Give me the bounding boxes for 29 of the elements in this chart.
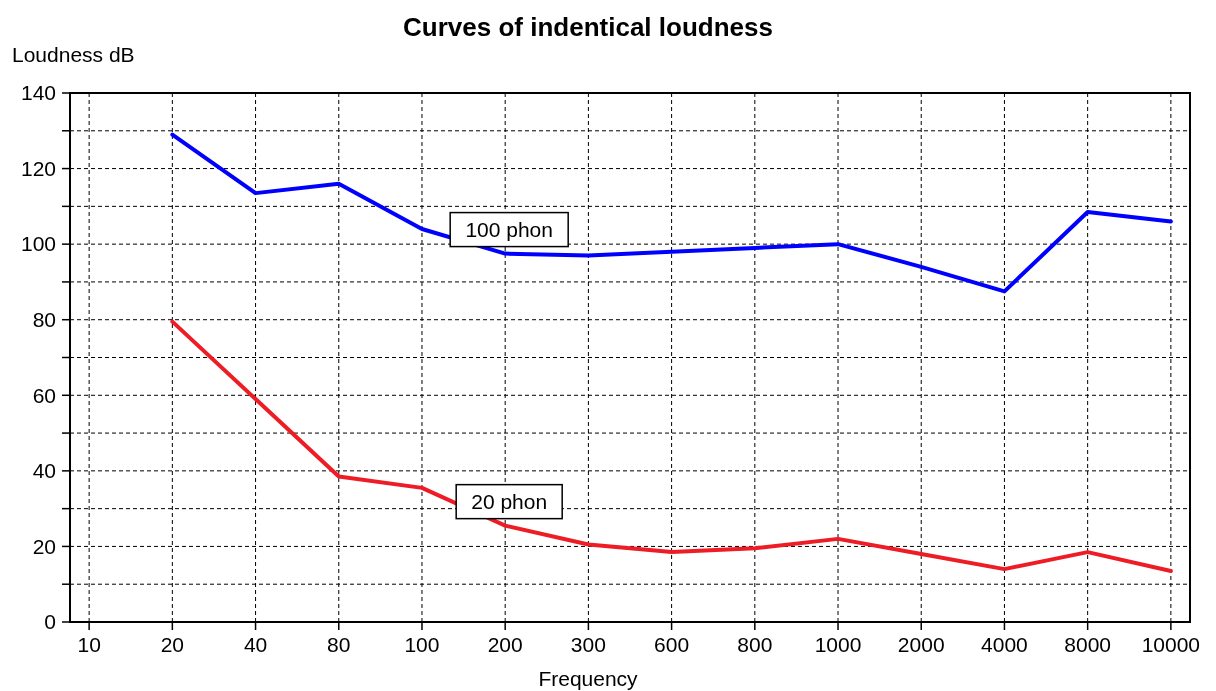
x-tick-label: 600 xyxy=(654,633,690,656)
x-tick-label: 10 xyxy=(77,633,101,656)
x-tick-label: 8000 xyxy=(1064,633,1112,656)
y-tick-label: 20 xyxy=(32,534,56,558)
y-axis-title: Loudness dB xyxy=(12,43,135,66)
x-tick-label: 10000 xyxy=(1141,633,1201,656)
x-tick-label: 200 xyxy=(487,633,523,656)
y-tick-label: 60 xyxy=(32,383,56,407)
chart-title: Curves of indentical loudness xyxy=(403,12,773,42)
y-tick-label: 40 xyxy=(32,459,56,483)
x-tick-label: 80 xyxy=(327,633,351,656)
series-label: 100 phon xyxy=(465,217,553,241)
line-series xyxy=(170,319,1173,573)
series-label: 20 phon xyxy=(471,490,548,513)
line-series xyxy=(170,132,1173,294)
y-tick-label: 80 xyxy=(32,308,56,332)
x-tick-label: 1000 xyxy=(814,633,862,656)
x-tick-label: 20 xyxy=(160,633,185,656)
x-tick-label: 40 xyxy=(243,633,268,656)
x-tick-label: 800 xyxy=(737,633,773,656)
x-tick-label: 300 xyxy=(570,633,606,656)
y-tick-label: 120 xyxy=(20,156,56,180)
x-axis-title: Frequency xyxy=(538,667,639,690)
y-tick-label: 140 xyxy=(20,81,56,105)
x-tick-label: 4000 xyxy=(981,633,1028,656)
x-tick-label: 2000 xyxy=(897,633,945,656)
y-tick-label: 0 xyxy=(44,610,56,634)
y-tick-label: 100 xyxy=(20,232,56,256)
x-tick-label: 100 xyxy=(404,633,440,656)
